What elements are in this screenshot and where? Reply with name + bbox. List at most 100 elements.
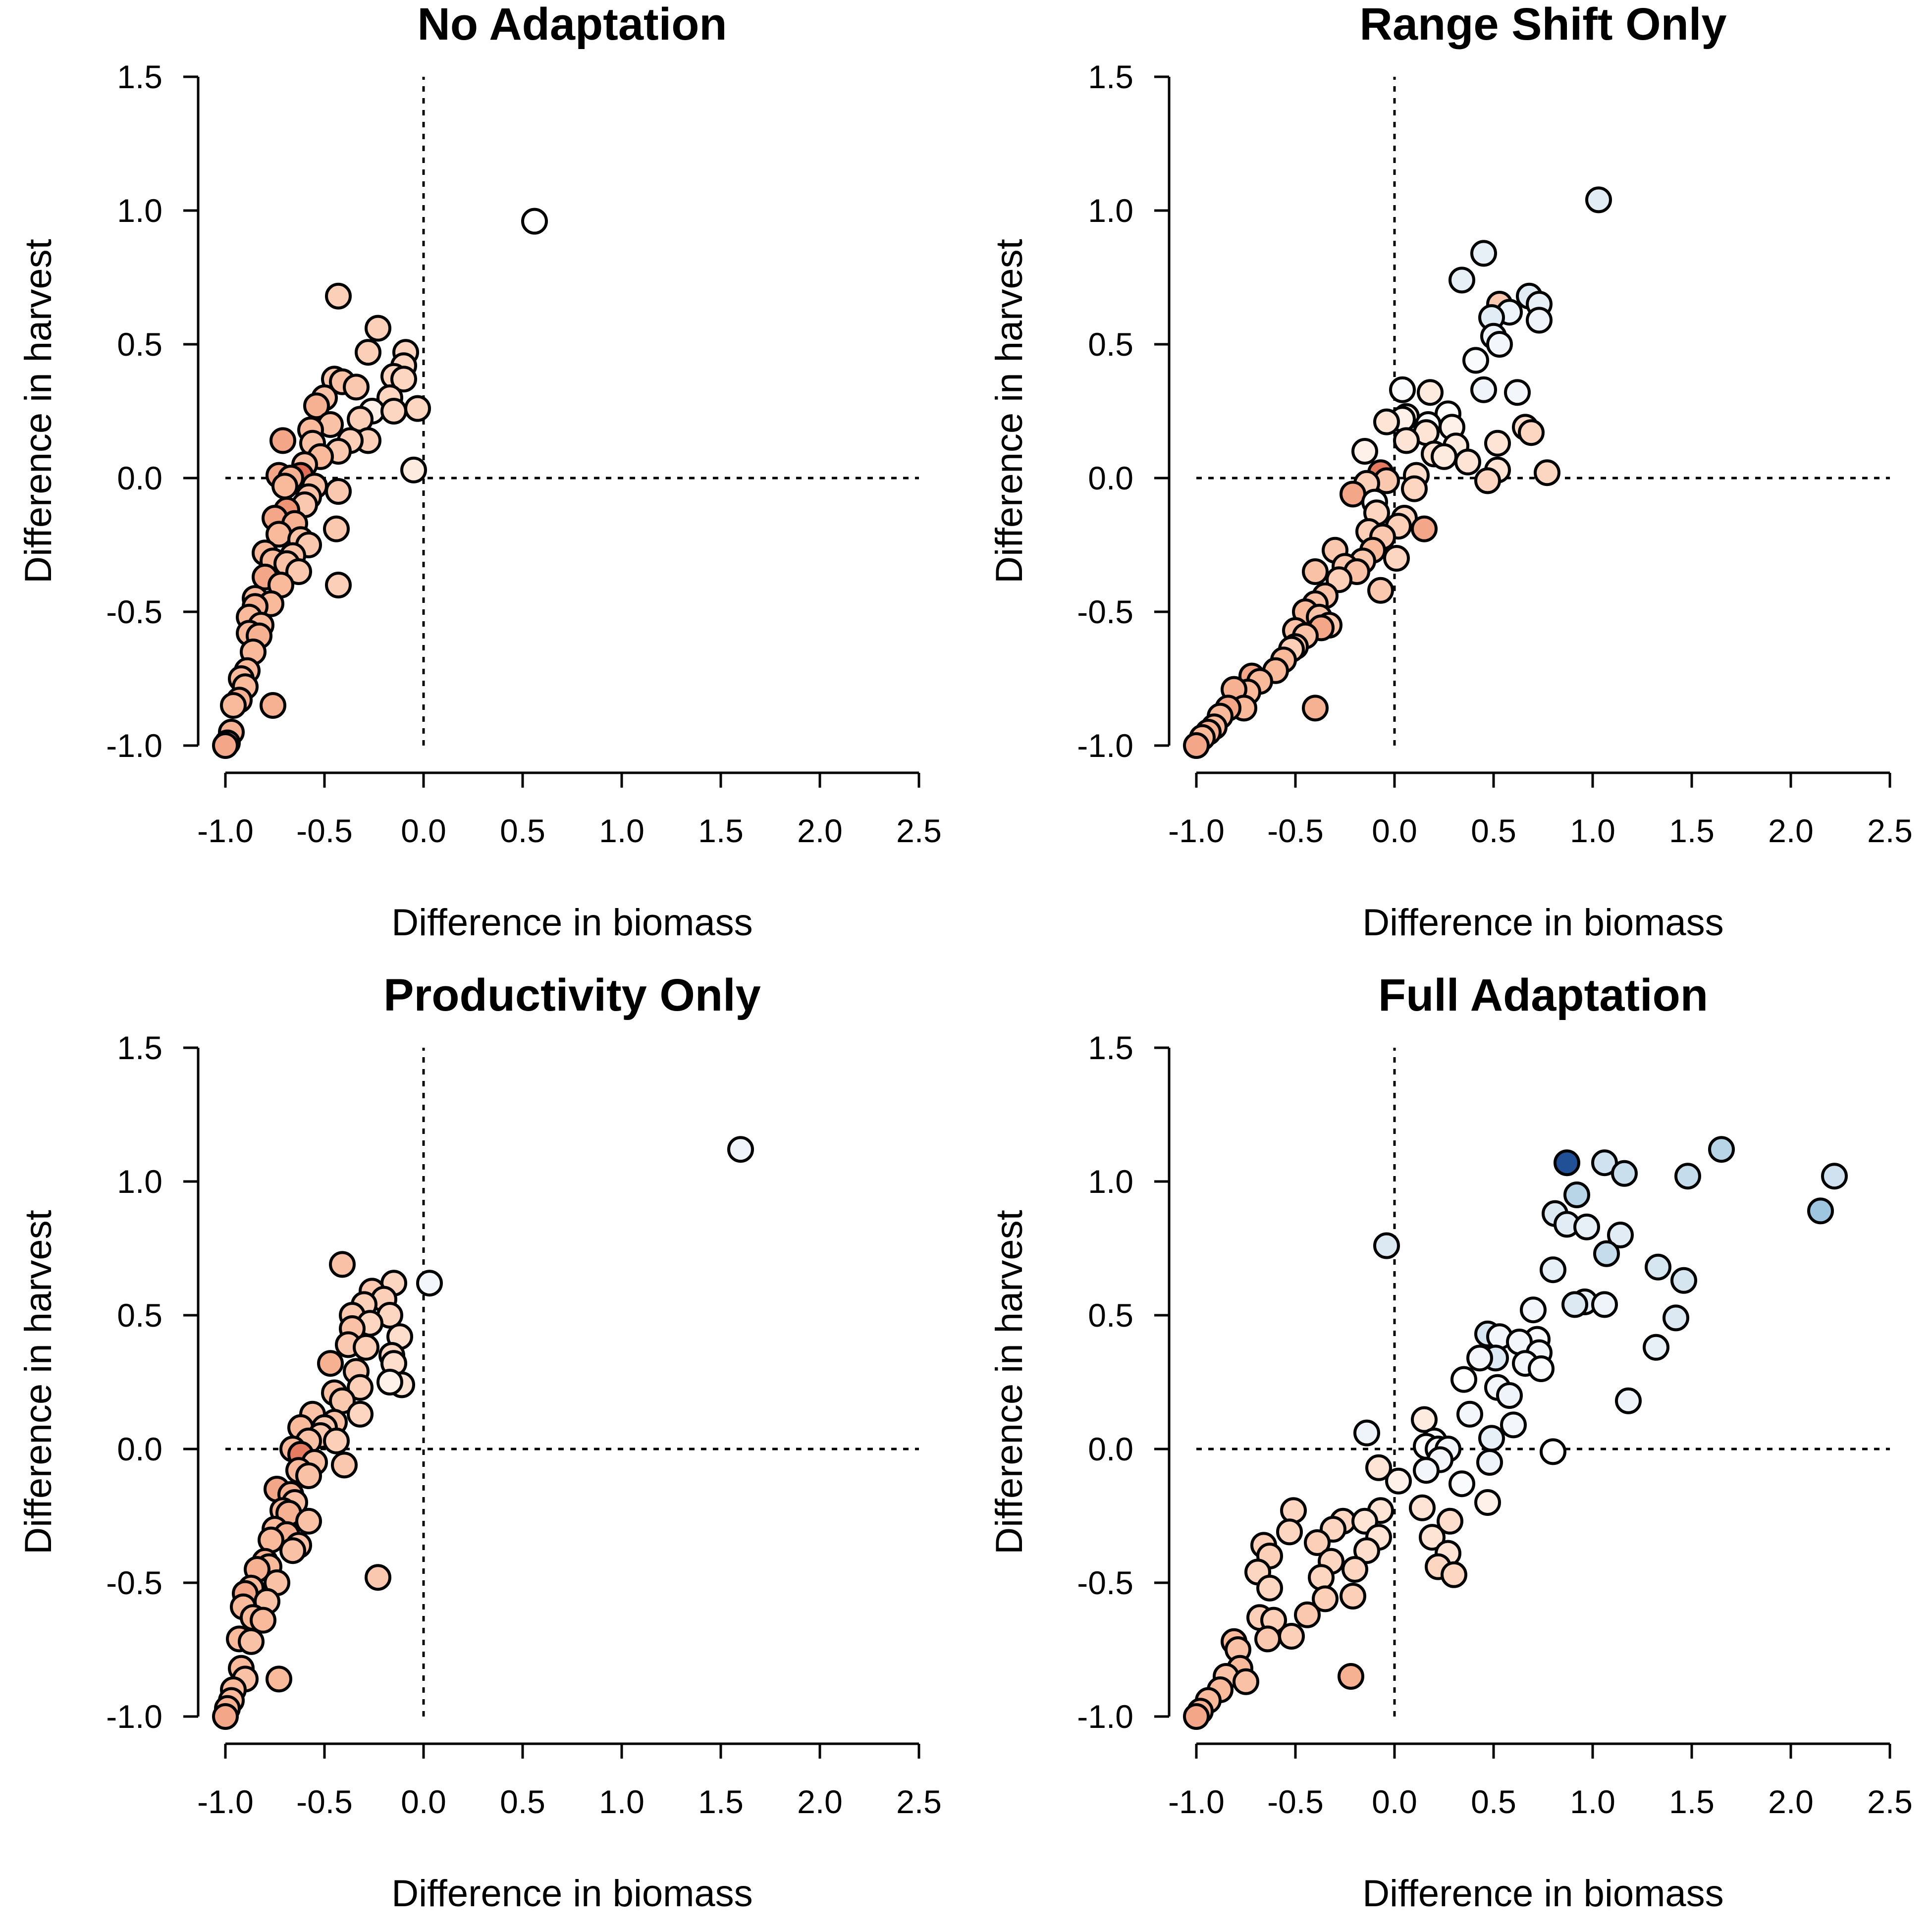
data-point [1450,1366,1477,1393]
data-point [1500,1411,1527,1439]
x-tick-label: -1.0 [1168,1783,1225,1820]
x-tick-label: 0.5 [500,812,545,849]
data-point [325,282,352,310]
data-point [1476,1449,1503,1476]
data-point [1308,1564,1335,1591]
x-axis-label: Difference in biomass [1362,1873,1723,1915]
data-point [1807,1197,1834,1225]
data-point [1254,1625,1281,1653]
y-tick-label: 0.5 [1088,326,1133,363]
y-axis-label: Difference in harvest [988,239,1030,584]
x-tick-label: 0.0 [401,1783,446,1820]
data-point [1540,1438,1566,1465]
data-point [1504,379,1531,406]
x-tick-label: 0.0 [401,812,446,849]
data-point [1518,419,1545,446]
data-point [1441,1561,1467,1588]
data-point [1643,1334,1669,1361]
data-point [1409,1494,1436,1521]
data-point [1674,1163,1701,1190]
data-point [1462,347,1489,374]
data-point [343,374,370,401]
data-point [1338,1663,1364,1690]
data-point [1670,1267,1697,1294]
data-point [1593,1240,1620,1267]
x-tick-label: 2.0 [797,1783,843,1820]
y-axis-label: Difference in harvest [17,239,59,584]
x-tick-label: -1.0 [197,812,254,849]
data-point [1383,545,1410,572]
data-point [238,1628,265,1655]
data-point [1393,427,1420,454]
data-point [1304,1529,1331,1556]
data-point [404,395,431,422]
data-point [1276,1518,1303,1546]
y-tick-label: 1.0 [1088,1163,1133,1200]
data-point [1554,1149,1580,1177]
data-point [1385,1467,1412,1495]
y-tick-label: 0.5 [117,326,162,363]
y-tick-label: 1.5 [1088,58,1133,95]
x-tick-label: 2.0 [1768,812,1814,849]
data-point [317,1350,344,1377]
x-tick-label: -0.5 [1267,1783,1324,1820]
data-point [271,473,298,500]
y-tick-label: -1.0 [1077,727,1133,764]
scatter-panel-4: Full Adaptation -1.0 -0.5 0.0 0.5 1.0 1.5 -1.0 -… [988,970,1913,1915]
y-axis-label: Difference in harvest [17,1210,59,1555]
x-axis-label: Difference in biomass [391,902,752,944]
data-point [220,692,247,719]
x-tick-label: 1.0 [1570,812,1615,849]
x-tick-label: 2.5 [896,1783,942,1820]
y-tick-label: 1.0 [1088,192,1133,229]
data-point [347,1374,374,1401]
y-tick-label: -0.5 [106,593,162,630]
data-point [1340,1583,1366,1610]
data-point [1607,1222,1634,1248]
data-point [1411,515,1438,542]
data-point [1821,1163,1848,1190]
panel-title: No Adaptation [417,0,727,50]
data-point [1431,443,1457,470]
x-tick-label: 0.5 [500,1783,545,1820]
data-point [353,1334,379,1361]
x-tick-label: 1.0 [1570,1783,1615,1820]
data-point [1561,1291,1588,1318]
data-point [727,1136,754,1163]
y-tick-label: -1.0 [106,1698,162,1735]
data-point [323,1427,350,1454]
x-tick-label: 0.0 [1372,812,1417,849]
data-point [1663,1304,1689,1332]
data-point [1367,577,1394,604]
data-point [295,1507,322,1535]
x-tick-label: 0.0 [1372,1783,1417,1820]
x-tick-label: 1.5 [1669,812,1715,849]
data-point [285,558,312,585]
x-tick-label: 1.5 [1669,1783,1715,1820]
data-point [1520,1296,1547,1324]
panel-title: Productivity Only [383,970,761,1020]
y-tick-label: 0.0 [117,460,162,496]
data-point [325,572,352,598]
data-point [1456,1400,1483,1428]
data-point [376,1369,403,1395]
data-point [303,392,330,420]
x-tick-label: -0.5 [1267,812,1324,849]
y-tick-label: 0.5 [117,1297,162,1334]
data-point [279,1537,306,1564]
y-tick-label: -0.5 [106,1564,162,1601]
data-point [1466,1344,1493,1372]
x-tick-label: 1.5 [698,1783,744,1820]
scatter-panel-1: No Adaptation -1.0 -0.5 0.0 0.5 1.0 1.5 -1.0 -0.… [17,0,942,944]
data-point [1449,267,1475,294]
data-point [212,732,239,759]
data-point [1526,307,1553,334]
scatter-panel-2: Range Shift Only -1.0 -0.5 0.0 0.5 1.0 1.5 -1.0… [988,0,1913,944]
y-tick-label: 0.5 [1088,1297,1133,1334]
data-point [365,315,391,342]
data-point [1573,1213,1600,1240]
data-point [1389,376,1416,403]
data-point [365,1564,391,1591]
data-point [1449,1470,1475,1498]
y-tick-label: 0.0 [117,1431,162,1467]
